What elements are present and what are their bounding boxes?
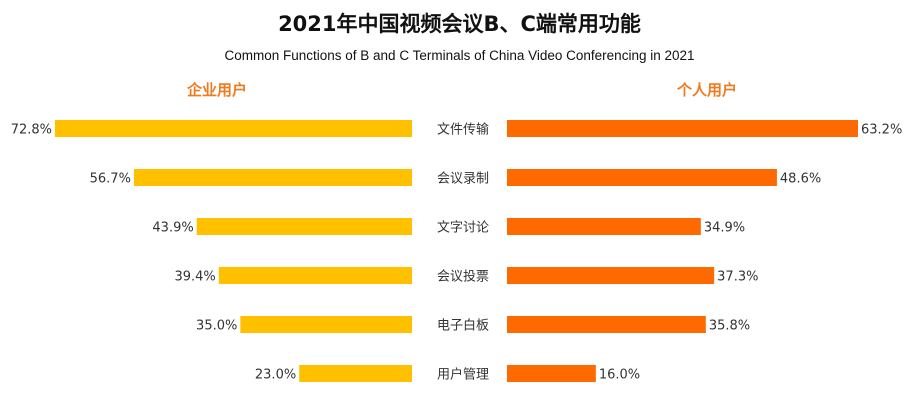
category-label-5: 用户管理 [437, 367, 489, 383]
value-label-enterprise-5: 23.0% [255, 368, 296, 383]
value-label-enterprise-3: 39.4% [174, 270, 215, 285]
legend-enterprise-users: 企业用户 [187, 81, 248, 99]
value-label-personal-4: 35.8% [709, 319, 750, 334]
value-label-personal-1: 48.6% [780, 172, 821, 187]
bar-enterprise-4 [240, 316, 412, 333]
category-label-2: 文字讨论 [437, 221, 489, 236]
value-label-enterprise-1: 56.7% [90, 172, 131, 187]
value-label-personal-2: 34.9% [704, 221, 745, 236]
value-label-personal-3: 37.3% [717, 270, 758, 285]
legend-personal-users: 个人用户 [677, 81, 738, 99]
bar-personal-5 [507, 365, 596, 382]
value-label-enterprise-0: 72.8% [11, 123, 52, 138]
value-label-personal-5: 16.0% [599, 368, 640, 383]
bar-enterprise-2 [196, 218, 412, 235]
bar-personal-4 [507, 316, 706, 333]
value-label-personal-0: 63.2% [861, 123, 902, 138]
chart-title: 2021年中国视频会议B、C端常用功能 [278, 12, 641, 36]
bar-personal-3 [507, 267, 715, 284]
chart-subtitle: Common Functions of B and C Terminals of… [224, 48, 695, 63]
bar-enterprise-1 [133, 169, 413, 186]
bar-enterprise-3 [218, 267, 412, 284]
category-label-3: 会议投票 [437, 269, 489, 285]
category-label-1: 会议录制 [437, 172, 489, 187]
value-label-enterprise-4: 35.0% [196, 319, 237, 334]
bar-personal-2 [507, 218, 701, 235]
bar-personal-0 [507, 120, 858, 137]
category-label-4: 电子白板 [437, 318, 489, 334]
category-label-0: 文件传输 [437, 122, 489, 138]
value-label-enterprise-2: 43.9% [152, 221, 193, 236]
bar-personal-1 [507, 169, 777, 186]
bar-enterprise-5 [299, 365, 412, 382]
bar-enterprise-0 [55, 120, 412, 137]
